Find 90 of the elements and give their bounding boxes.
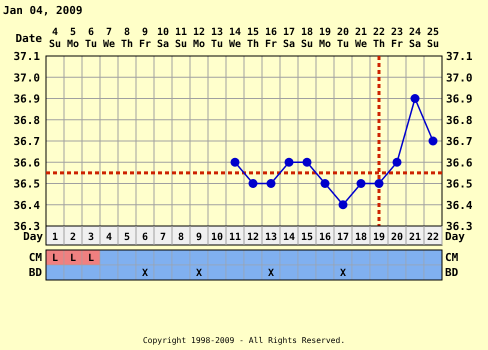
text: L — [88, 253, 94, 264]
x2-tick-label: 14 We — [228, 27, 242, 50]
y-tick-label: 36.8 — [14, 114, 40, 127]
x-tick-label: 16 — [318, 232, 332, 243]
point — [428, 136, 438, 146]
y-tick-label: 36.5 — [14, 178, 40, 190]
y2-tick-label: 36.8 — [446, 114, 472, 127]
x-tick-label: 11 — [228, 232, 242, 243]
x-tick-label: 7 — [160, 232, 166, 243]
x-axis-title: Day — [23, 230, 44, 243]
text: X — [142, 268, 148, 279]
chart-title: Jan 04, 2009 — [3, 4, 82, 17]
x-tick-label: 19 — [372, 232, 386, 243]
x2-tick-label: 4 Su — [48, 27, 62, 50]
x-tick-label: 17 — [336, 232, 350, 243]
y-tick-label: CM — [28, 251, 42, 264]
x2-tick-label: 21 We — [354, 27, 368, 50]
x-tick-label: 14 — [282, 232, 296, 243]
x2-tick-label: 7 We — [102, 27, 116, 50]
x2-tick-label: 23 Fr — [390, 27, 404, 50]
x-tick-label: 21 — [408, 232, 422, 243]
text: Copyright 1998-2009 - All Rights Reserved. — [142, 336, 346, 345]
point — [356, 179, 366, 188]
y2-tick-label: 37.1 — [446, 50, 473, 63]
y-tick-label: 37.0 — [14, 71, 40, 84]
x2-axis-title: Date — [16, 32, 42, 45]
y-tick-label: 36.4 — [14, 198, 40, 212]
y-tick-label: 36.6 — [14, 156, 40, 170]
x-tick-label: 6 — [142, 232, 148, 243]
x2-tick-label: 6 Tu — [84, 27, 98, 50]
point — [248, 179, 258, 188]
x2-tick-label: 10 Sa — [156, 27, 170, 50]
y-tick-label: 36.7 — [14, 135, 40, 148]
y2-tick-label: 36.5 — [446, 178, 472, 190]
point — [320, 179, 330, 188]
x-tick-label: 22 — [426, 232, 440, 243]
x2-tick-label: 15 Th — [246, 27, 260, 50]
text: X — [196, 268, 202, 279]
x2-tick-label: 13 Tu — [210, 27, 224, 50]
x-tick-label: 18 — [354, 232, 368, 243]
x2-tick-label: 12 Mo — [192, 27, 206, 50]
x2-tick-label: 24 Sa — [408, 27, 422, 50]
text: X — [268, 268, 274, 279]
text: Day — [445, 230, 465, 243]
y2-tick-label: 36.3 — [446, 220, 472, 233]
y2-tick-label: BD — [445, 266, 459, 279]
text: L — [52, 253, 58, 264]
text: X — [340, 268, 346, 279]
point — [266, 179, 276, 188]
x2-tick-label: 17 Sa — [282, 27, 296, 50]
point — [284, 158, 294, 167]
x2-tick-label: 9 Fr — [138, 27, 152, 50]
y2-tick-label: CM — [445, 251, 459, 264]
x-tick-label: 15 — [300, 232, 314, 243]
point — [392, 158, 402, 167]
x-tick-label: 2 — [70, 232, 76, 243]
x2-tick-label: 22 Th — [372, 27, 386, 50]
x2-tick-label: 11 Su — [174, 27, 188, 50]
y2-tick-label: 36.6 — [446, 156, 473, 170]
y-tick-label: 36.9 — [14, 92, 40, 106]
y2-tick-label: 36.7 — [446, 135, 472, 148]
x-tick-label: 10 — [210, 232, 224, 243]
point — [338, 200, 348, 210]
x2-tick-label: 18 Su — [300, 27, 314, 50]
x-tick-label: 5 — [124, 232, 130, 243]
x-tick-label: 12 — [246, 232, 260, 243]
x-tick-label: 3 — [88, 232, 94, 243]
x2-tick-label: 8 Th — [120, 27, 134, 50]
x2-tick-label: 5 Mo — [66, 27, 80, 50]
text: L — [70, 253, 76, 264]
x-tick-label: 20 — [390, 232, 404, 243]
point — [230, 158, 240, 167]
x-tick-label: 1 — [52, 232, 58, 243]
x-tick-label: 9 — [196, 232, 202, 243]
y2-tick-label: 36.4 — [446, 198, 473, 212]
x2-tick-label: 20 Tu — [336, 27, 350, 50]
x2-tick-label: 16 Fr — [264, 27, 278, 50]
point — [374, 179, 384, 188]
x-tick-label: 4 — [106, 232, 112, 243]
point — [410, 94, 420, 103]
y-tick-label: 36.3 — [14, 220, 40, 233]
y2-tick-label: 36.9 — [446, 92, 472, 106]
point — [302, 158, 312, 167]
y-tick-label: BD — [28, 266, 42, 279]
x2-tick-label: 19 Mo — [318, 27, 332, 50]
x-tick-label: 13 — [264, 232, 278, 243]
x-tick-label: 8 — [178, 232, 184, 243]
y-tick-label: 37.1 — [14, 50, 40, 63]
x2-tick-label: 25 Su — [426, 27, 440, 50]
y2-tick-label: 37.0 — [446, 71, 472, 84]
